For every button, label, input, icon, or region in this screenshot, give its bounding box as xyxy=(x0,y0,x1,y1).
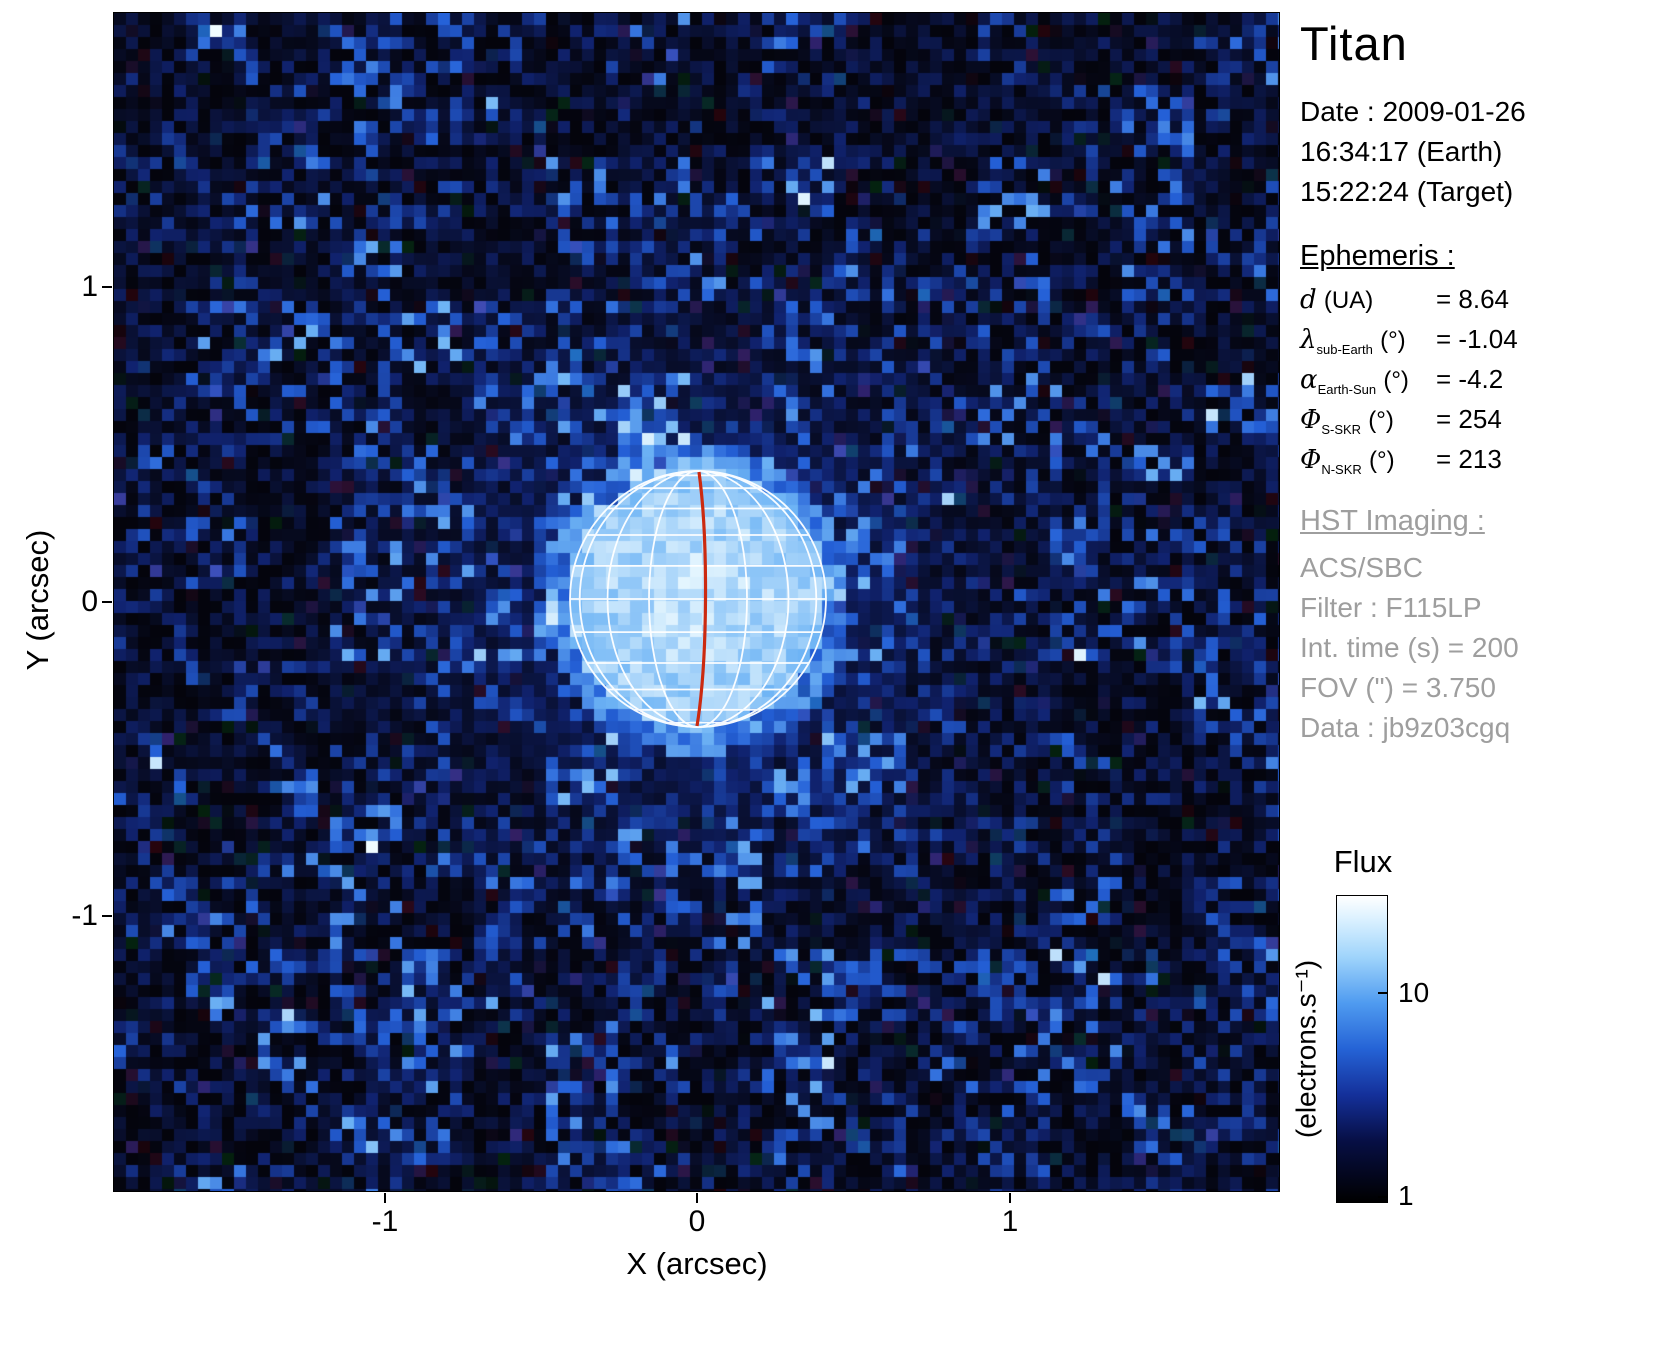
y-tick-label: -1 xyxy=(71,899,98,932)
ephemeris-row: d (UA) = 8.64 xyxy=(1300,284,1518,324)
y-axis-tickmark xyxy=(102,601,112,603)
ephemeris-symbol: Φ xyxy=(1300,445,1322,475)
hst-fov: FOV (") = 3.750 xyxy=(1300,672,1496,703)
colorbar-tick-label: 1 xyxy=(1398,1180,1414,1211)
flux-colorbar xyxy=(1336,895,1388,1203)
ephemeris-subscript: Earth-Sun xyxy=(1317,382,1377,398)
x-tick-label: 1 xyxy=(1001,1205,1019,1238)
central-meridian-line xyxy=(695,471,708,727)
lat-lon-grid xyxy=(569,470,827,728)
ephemeris-unit: (UA) xyxy=(1323,287,1374,314)
earth-time: 16:34:17 (Earth) xyxy=(1300,136,1503,167)
ephemeris-table: d (UA) = 8.64 λsub-Earth (°) = -1.04 αEa… xyxy=(1300,284,1518,484)
ephemeris-subscript: sub-Earth xyxy=(1316,342,1373,358)
colorbar-title: Flux xyxy=(1333,844,1393,879)
ephemeris-symbol: Φ xyxy=(1300,405,1322,435)
ephemeris-unit: (°) xyxy=(1383,367,1409,394)
sky-image-canvas xyxy=(114,13,1279,1191)
ephemeris-symbol: λ xyxy=(1300,325,1317,355)
colorbar-axis-label: (electrons.s⁻¹) xyxy=(1290,959,1322,1139)
observation-info: Date : 2009-01-26 16:34:17 (Earth) 15:22… xyxy=(1300,92,1526,212)
ephemeris-value: = -1.04 xyxy=(1436,324,1518,354)
ephemeris-row: αEarth-Sun (°) = -4.2 xyxy=(1300,364,1518,404)
y-tick-label: 0 xyxy=(81,585,98,618)
ephemeris-value: = 213 xyxy=(1436,444,1502,474)
ephemeris-unit: (°) xyxy=(1380,327,1406,354)
x-tick-label: -1 xyxy=(371,1205,399,1238)
y-tick-label: 1 xyxy=(81,270,98,303)
hst-int-time: Int. time (s) = 200 xyxy=(1300,632,1519,663)
ephemeris-subscript: S-SKR xyxy=(1321,422,1362,438)
ephemeris-row: ΦN-SKR (°) = 213 xyxy=(1300,444,1518,484)
hst-filter: Filter : F115LP xyxy=(1300,592,1482,623)
sky-image-plot xyxy=(113,12,1280,1192)
x-axis-tickmark xyxy=(384,1193,386,1203)
hst-imaging-heading: HST Imaging : xyxy=(1300,505,1485,537)
ephemeris-value: = -4.2 xyxy=(1436,364,1504,394)
y-axis-tickmark xyxy=(102,915,112,917)
ephemeris-value: = 8.64 xyxy=(1436,284,1510,314)
ephemeris-row: λsub-Earth (°) = -1.04 xyxy=(1300,324,1518,364)
titan-wireframe-overlay xyxy=(569,470,827,728)
x-axis-label: X (arcsec) xyxy=(626,1246,768,1281)
colorbar-tickmark xyxy=(1378,1196,1387,1198)
x-tick-label: 0 xyxy=(688,1205,706,1238)
ephemeris-symbol: d xyxy=(1300,285,1317,315)
hst-imaging-info: ACS/SBC Filter : F115LP Int. time (s) = … xyxy=(1300,548,1519,748)
ephemeris-unit: (°) xyxy=(1368,407,1394,434)
ephemeris-symbol: α xyxy=(1300,365,1318,395)
ephemeris-row: ΦS-SKR (°) = 254 xyxy=(1300,404,1518,444)
colorbar-tick-label: 10 xyxy=(1398,977,1430,1008)
observation-date: Date : 2009-01-26 xyxy=(1300,96,1526,127)
colorbar-tickmark xyxy=(1378,992,1387,994)
ephemeris-subscript: N-SKR xyxy=(1321,462,1362,478)
ephemeris-unit: (°) xyxy=(1369,447,1395,474)
page-title: Titan xyxy=(1300,17,1408,70)
x-axis-tickmark xyxy=(696,1193,698,1203)
hst-data-id: Data : jb9z03cgq xyxy=(1300,712,1511,743)
y-axis-tickmark xyxy=(102,286,112,288)
y-axis-label: Y (arcsec) xyxy=(20,529,55,671)
ephemeris-value: = 254 xyxy=(1436,404,1502,434)
target-time: 15:22:24 (Target) xyxy=(1300,176,1514,207)
ephemeris-heading: Ephemeris : xyxy=(1300,240,1455,272)
hst-instrument: ACS/SBC xyxy=(1300,552,1423,583)
x-axis-tickmark xyxy=(1009,1193,1011,1203)
